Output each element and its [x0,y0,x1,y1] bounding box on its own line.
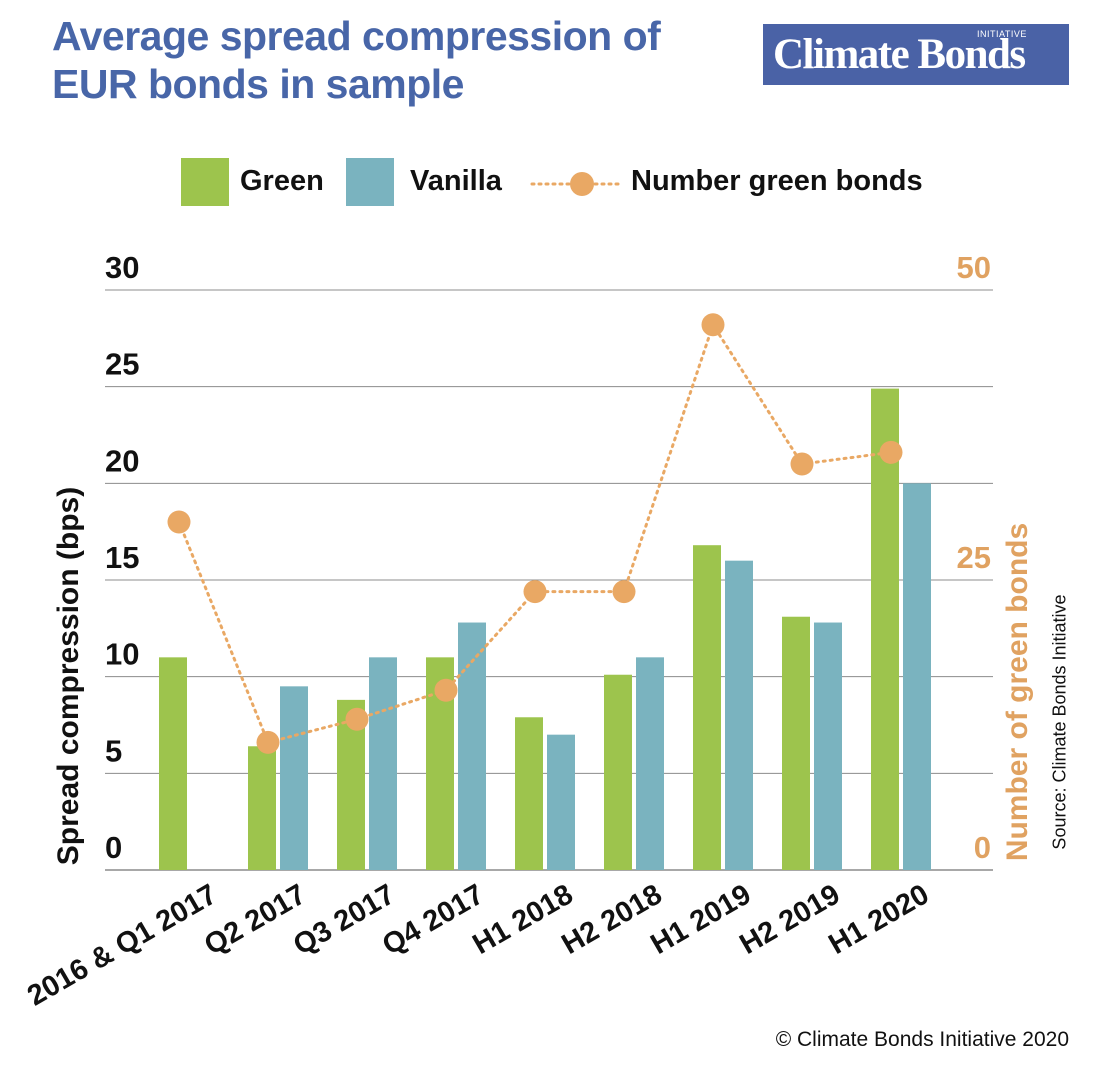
count-marker [256,730,280,754]
bar-green [782,616,810,870]
source-note: Source: Climate Bonds Initiative [1049,594,1070,850]
legend-green-swatch [181,158,229,206]
chart-title: Average spread compression of EUR bonds … [52,13,661,107]
y-tick-label: 10 [105,637,139,672]
copyright-note: © Climate Bonds Initiative 2020 [775,1028,1069,1051]
x-tick-label: 2016 & Q1 2017 [22,878,222,1012]
bar-vanilla [903,483,931,870]
y-axis-left-label: Spread compression (bps) [52,486,85,866]
count-marker [434,678,458,702]
bar-green [159,657,187,870]
legend-vanilla-swatch [346,158,394,206]
x-tick-label: H1 2020 [824,878,935,961]
bar-vanilla [547,734,575,870]
count-marker [612,580,636,604]
bar-vanilla [280,686,308,870]
climate-bonds-logo: Climate Bonds INITIATIVE [763,24,1069,85]
y-tick-label: 20 [105,443,139,478]
bar-green [604,674,632,870]
logo-text: Climate Bonds [773,31,1026,78]
x-tick-label: Q4 2017 [377,878,489,961]
x-tick-label: H2 2019 [735,878,846,961]
count-marker [879,440,903,464]
y-axis-right-label: Number of green bonds [1001,522,1034,862]
bar-green [693,545,721,870]
y2-tick-label: 0 [974,830,991,865]
count-marker [701,313,725,337]
legend-green-label: Green [240,165,324,197]
y-tick-label: 0 [105,830,122,865]
count-marker [167,510,191,534]
bar-vanilla [458,622,486,870]
logo-superscript: INITIATIVE [977,29,1027,39]
y2-tick-label: 50 [957,250,991,285]
x-tick-label: H1 2019 [646,878,757,961]
bar-vanilla [725,560,753,870]
bar-vanilla [369,657,397,870]
x-tick-label: Q3 2017 [288,878,400,961]
x-tick-label: H1 2018 [468,878,579,961]
y-tick-label: 25 [105,347,139,382]
y-tick-label: 5 [105,733,122,768]
y-tick-label: 30 [105,250,139,285]
count-marker [523,580,547,604]
x-tick-label: H2 2018 [557,878,668,961]
y2-tick-label: 25 [957,540,991,575]
x-tick-label: Q2 2017 [199,878,311,961]
bar-vanilla [814,622,842,870]
legend-count-label: Number green bonds [631,165,923,197]
bar-green [248,746,276,870]
count-marker [345,707,369,731]
bar-green [515,717,543,870]
y-tick-label: 15 [105,540,139,575]
count-marker [790,452,814,476]
legend-vanilla-label: Vanilla [410,165,502,197]
bar-green [871,388,899,870]
bar-vanilla [636,657,664,870]
